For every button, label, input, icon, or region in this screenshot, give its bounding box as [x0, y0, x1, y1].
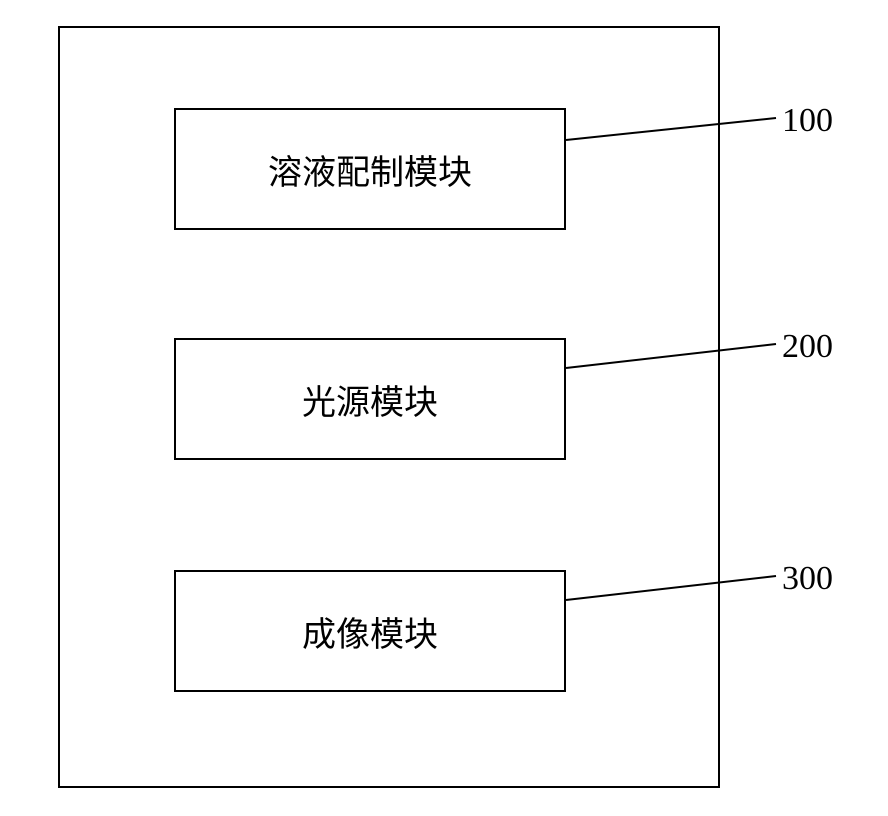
- module-box-200: 光源模块: [174, 338, 566, 460]
- module-box-100: 溶液配制模块: [174, 108, 566, 230]
- callout-number-200: 200: [782, 328, 833, 366]
- module-label-200: 光源模块: [302, 375, 438, 424]
- module-label-300: 成像模块: [302, 607, 438, 656]
- module-label-100: 溶液配制模块: [268, 145, 472, 194]
- module-box-300: 成像模块: [174, 570, 566, 692]
- callout-number-100: 100: [782, 102, 833, 140]
- callout-number-300: 300: [782, 560, 833, 598]
